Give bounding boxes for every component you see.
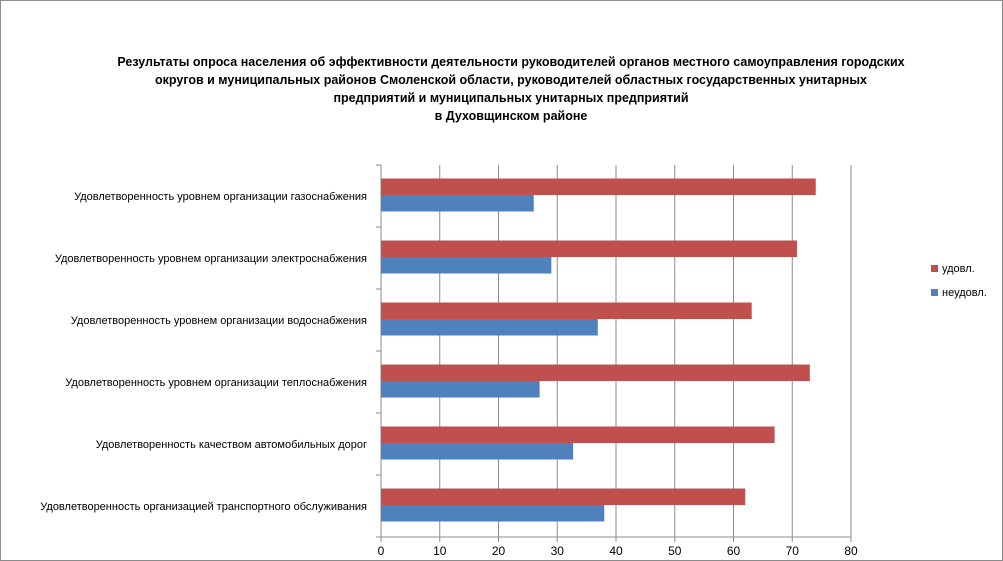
chart-title-line: предприятий и муниципальных унитарных пр…: [333, 91, 689, 105]
category-label: Удовлетворенность уровнем организации те…: [65, 377, 367, 389]
x-tick-label: 70: [786, 544, 800, 558]
bar-satisfied: [381, 240, 797, 257]
bar-satisfied: [381, 302, 752, 319]
bar-satisfied: [381, 364, 810, 381]
chart-title-line: в Духовщинском районе: [434, 109, 588, 123]
x-tick-label: 80: [844, 544, 858, 558]
bar-unsatisfied: [381, 195, 534, 212]
bar-satisfied: [381, 178, 816, 195]
x-tick-label: 10: [433, 544, 447, 558]
bar-unsatisfied: [381, 505, 605, 522]
chart-title-line: Результаты опроса населения об эффективн…: [117, 55, 905, 69]
legend-label: неудовл.: [942, 287, 987, 299]
chart-title-line: округов и муниципальных районов Смоленск…: [155, 73, 867, 87]
x-tick-label: 0: [378, 544, 385, 558]
legend-swatch: [931, 289, 938, 296]
category-label: Удовлетворенность уровнем организации эл…: [55, 253, 367, 265]
bar-satisfied: [381, 488, 746, 505]
x-tick-label: 40: [609, 544, 623, 558]
bar-satisfied: [381, 426, 775, 443]
bar-unsatisfied: [381, 443, 574, 460]
x-tick-label: 60: [727, 544, 741, 558]
bar-unsatisfied: [381, 257, 552, 274]
category-label: Удовлетворенность организацией транспорт…: [40, 501, 367, 513]
legend-label: удовл.: [942, 263, 975, 275]
x-tick-label: 50: [668, 544, 682, 558]
category-label: Удовлетворенность уровнем организации во…: [71, 315, 367, 327]
legend-swatch: [931, 265, 938, 272]
bar-unsatisfied: [381, 381, 540, 398]
chart-title: Результаты опроса населения об эффективн…: [61, 53, 961, 125]
bar-unsatisfied: [381, 319, 598, 336]
category-label: Удовлетворенность уровнем организации га…: [74, 191, 367, 203]
x-tick-label: 30: [551, 544, 565, 558]
x-tick-label: 20: [492, 544, 506, 558]
category-label: Удовлетворенность качеством автомобильны…: [96, 439, 367, 451]
